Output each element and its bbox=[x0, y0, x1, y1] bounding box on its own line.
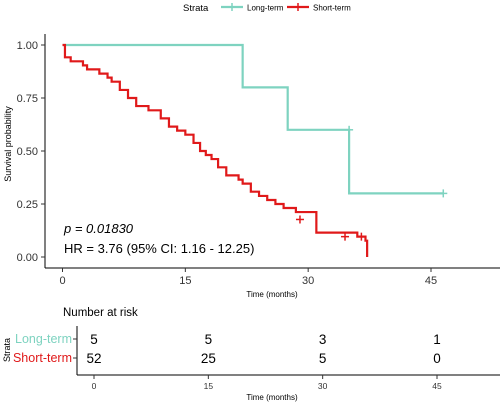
x-tick-label: 0 bbox=[59, 275, 65, 287]
risk-cell-long-term: 3 bbox=[319, 332, 327, 347]
risk-row-label-short-term: Short-term bbox=[13, 351, 72, 365]
y-axis-title: Survival probability bbox=[3, 106, 13, 182]
y-ticks: 0.00 0.25 0.50 0.75 1.00 bbox=[17, 40, 45, 264]
risk-table-cells: Long-term 5 5 3 1 Short-term 52 25 5 0 0 15 30 45 bbox=[13, 332, 442, 391]
y-tick-label: 0.50 bbox=[17, 146, 38, 158]
risk-cell-long-term: 5 bbox=[205, 332, 213, 347]
legend-label-short-term: Short-term bbox=[313, 4, 351, 13]
curve-short-term bbox=[62, 43, 369, 257]
y-tick-label: 0.75 bbox=[17, 93, 38, 105]
legend: Strata Long-term Short-term bbox=[183, 3, 351, 14]
x-tick-label: 30 bbox=[302, 275, 314, 287]
p-value-annotation: p = 0.01830 bbox=[63, 221, 134, 236]
plot-area: 0.00 0.25 0.50 0.75 1.00 0 15 30 45 p = 0.01830… bbox=[17, 34, 500, 287]
legend-title: Strata bbox=[183, 3, 209, 14]
x-tick-label: 15 bbox=[179, 275, 191, 287]
risk-table-x-axis-title: Time (months) bbox=[246, 393, 298, 402]
risk-x-tick-label: 15 bbox=[204, 381, 214, 391]
y-tick-label: 1.00 bbox=[17, 40, 38, 52]
risk-cell-short-term: 25 bbox=[201, 351, 216, 366]
risk-x-tick-label: 45 bbox=[432, 381, 442, 391]
y-tick-label: 0.25 bbox=[17, 199, 38, 211]
x-axis-title: Time (months) bbox=[246, 290, 298, 299]
risk-cell-short-term: 5 bbox=[319, 351, 327, 366]
legend-label-long-term: Long-term bbox=[247, 4, 284, 13]
risk-cell-long-term: 1 bbox=[433, 332, 441, 347]
risk-cell-long-term: 5 bbox=[90, 332, 98, 347]
risk-x-tick-label: 0 bbox=[92, 381, 97, 391]
x-tick-label: 45 bbox=[425, 275, 437, 287]
survival-curves bbox=[62, 43, 448, 257]
curve-long-term bbox=[62, 43, 444, 195]
x-ticks: 0 15 30 45 bbox=[59, 268, 437, 287]
y-tick-label: 0.00 bbox=[17, 252, 38, 264]
hazard-ratio-annotation: HR = 3.76 (95% CI: 1.16 - 12.25) bbox=[64, 241, 254, 256]
risk-table-title: Number at risk bbox=[63, 307, 138, 319]
risk-table-strata-title: Strata bbox=[2, 338, 12, 362]
risk-cell-short-term: 0 bbox=[433, 351, 441, 366]
risk-cell-short-term: 52 bbox=[86, 351, 101, 366]
risk-table: Number at risk Strata Long-term 5 5 3 1 Short… bbox=[2, 307, 500, 402]
risk-x-tick-label: 30 bbox=[318, 381, 328, 391]
risk-row-label-long-term: Long-term bbox=[15, 332, 72, 346]
